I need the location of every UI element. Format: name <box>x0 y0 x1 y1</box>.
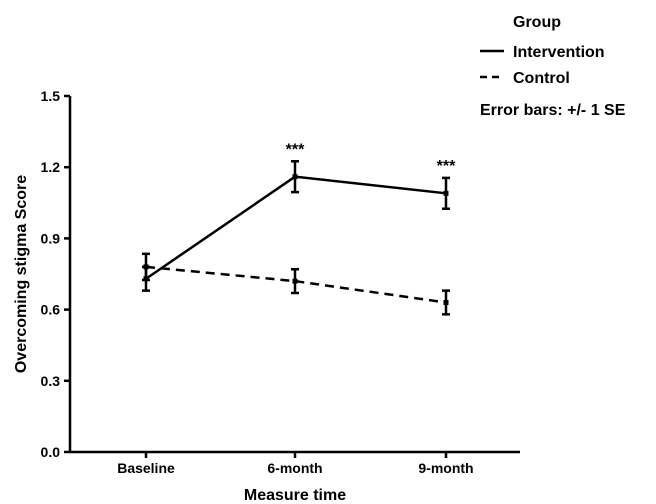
legend-title: Group <box>513 14 561 31</box>
x-tick-label: 6-month <box>267 460 322 476</box>
y-tick-label: 0.9 <box>41 230 61 246</box>
y-tick-label: 0.6 <box>41 302 61 318</box>
legend-label-control: Control <box>513 70 570 87</box>
significance-label: *** <box>437 158 456 175</box>
x-axis-title: Measure time <box>244 487 346 504</box>
legend: Group Intervention Control Error bars: +… <box>480 14 626 119</box>
series-control <box>142 252 450 316</box>
significance-label: *** <box>286 141 305 158</box>
series-line-control <box>145 265 447 304</box>
data-point <box>292 174 298 180</box>
data-point <box>292 278 298 284</box>
y-axis-title: Overcoming stigma Score <box>13 175 30 373</box>
data-point <box>443 299 449 305</box>
series-layer: *** *** <box>142 141 456 316</box>
y-tick-label: 0.3 <box>41 373 61 389</box>
x-tick-label: Baseline <box>117 460 175 476</box>
y-tick-label: 1.5 <box>41 88 61 104</box>
y-tick-label: 0.0 <box>41 444 61 460</box>
data-point <box>443 190 449 196</box>
y-axis-ticks: 0.0 0.3 0.6 0.9 1.2 1.5 <box>41 88 70 460</box>
series-intervention: *** *** <box>142 141 456 292</box>
data-point <box>143 264 149 270</box>
y-tick-label: 1.2 <box>41 159 61 175</box>
legend-note: Error bars: +/- 1 SE <box>480 102 626 119</box>
legend-label-intervention: Intervention <box>513 44 605 61</box>
x-axis-ticks: Baseline 6-month 9-month <box>117 452 474 476</box>
x-tick-label: 9-month <box>418 460 473 476</box>
